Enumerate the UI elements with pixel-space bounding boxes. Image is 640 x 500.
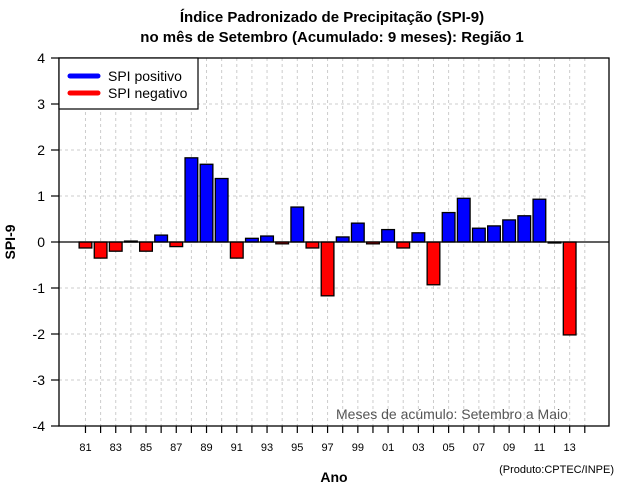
bar-1991 (229, 241, 244, 259)
bar-1995 (290, 206, 305, 243)
chart-title-line-2: no mês de Setembro (Acumulado: 9 meses):… (140, 29, 523, 46)
credit-text: (Produto:CPTEC/INPE) (499, 464, 614, 476)
bar-2008 (487, 225, 502, 243)
x-tick-label: 87 (170, 442, 182, 454)
y-tick-label: -2 (33, 326, 46, 342)
y-tick-label: 1 (37, 188, 45, 204)
bar-2011 (532, 198, 547, 243)
bar-1987 (169, 241, 184, 248)
x-tick-label: 95 (291, 442, 303, 454)
y-axis-ticks: -4 -3 -2 -1 0 1 2 3 4 (33, 50, 59, 434)
bar-1981 (78, 241, 93, 249)
y-tick-label: 3 (37, 96, 45, 112)
x-tick-label: 05 (442, 442, 454, 454)
x-axis-label: Ano (320, 469, 347, 485)
bar-2006 (456, 197, 471, 243)
y-tick-label: -1 (33, 280, 46, 296)
bar-1982 (93, 241, 108, 259)
bar-1996 (305, 241, 320, 249)
legend-label-positive: SPI positivo (108, 68, 182, 84)
bar-1985 (138, 241, 154, 252)
bar-2003 (411, 232, 426, 243)
bar-1983 (108, 241, 123, 252)
x-tick-label: 99 (352, 442, 364, 454)
bar-2001 (381, 228, 396, 243)
grid-lines (59, 58, 586, 426)
bar-1986 (154, 234, 169, 243)
x-tick-label: 01 (382, 442, 394, 454)
x-tick-label: 97 (321, 442, 333, 454)
bar-1988 (184, 157, 199, 243)
x-tick-label: 85 (140, 442, 152, 454)
bar-2007 (471, 227, 486, 243)
bar-2002 (396, 241, 411, 249)
y-tick-label: 4 (37, 50, 45, 66)
x-tick-label: 89 (200, 442, 212, 454)
y-tick-label: 2 (37, 142, 45, 158)
x-tick-label: 11 (534, 442, 545, 454)
bar-1999 (350, 222, 365, 243)
x-tick-label: 09 (503, 442, 515, 454)
y-tick-label: -4 (33, 418, 46, 434)
x-tick-label: 07 (473, 442, 485, 454)
chart-title-line-1: Índice Padronizado de Precipitação (SPI-… (180, 9, 484, 26)
bar-1989 (199, 163, 214, 243)
x-tick-label: 83 (110, 442, 122, 454)
x-tick-label: 13 (564, 442, 576, 454)
y-tick-label: -3 (33, 372, 46, 388)
bar-2004 (426, 241, 441, 286)
annotation-text: Meses de acúmulo: Setembro a Maio (336, 406, 568, 422)
bar-1998 (335, 236, 350, 243)
bar-2010 (517, 215, 532, 243)
x-tick-label: 91 (231, 442, 243, 454)
bars (78, 157, 577, 336)
legend-box (58, 57, 199, 110)
legend-label-negative: SPI negativo (108, 85, 188, 101)
bar-2005 (441, 211, 456, 243)
y-tick-label: 0 (37, 234, 45, 250)
bar-1997 (320, 241, 335, 297)
x-tick-label: 03 (412, 442, 424, 454)
y-axis-label: SPI-9 (2, 224, 18, 259)
x-tick-label: 81 (79, 442, 91, 454)
x-axis-ticks: 81 83 85 87 89 91 93 95 97 99 01 03 05 07 09 11 13 (79, 426, 586, 454)
legend: SPI positivo SPI negativo (58, 57, 199, 110)
bar-2009 (502, 219, 517, 243)
bar-1990 (214, 177, 229, 243)
x-tick-label: 93 (261, 442, 273, 454)
bar-1993 (260, 235, 275, 243)
bar-2013 (562, 241, 577, 336)
